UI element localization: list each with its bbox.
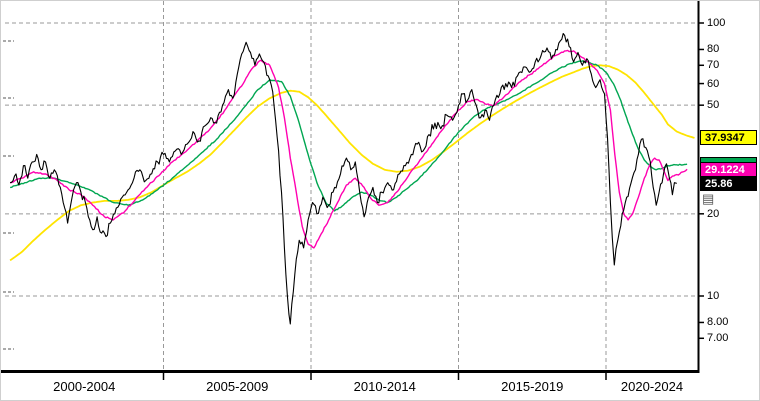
annotation-note-icon[interactable]: ▤ xyxy=(702,192,716,206)
series-moving-average-short xyxy=(10,49,688,249)
series-price xyxy=(9,32,677,325)
series-moving-average-mid xyxy=(10,60,688,212)
series-moving-average-long xyxy=(9,64,695,262)
note-icon-glyph: ▤ xyxy=(702,191,715,206)
